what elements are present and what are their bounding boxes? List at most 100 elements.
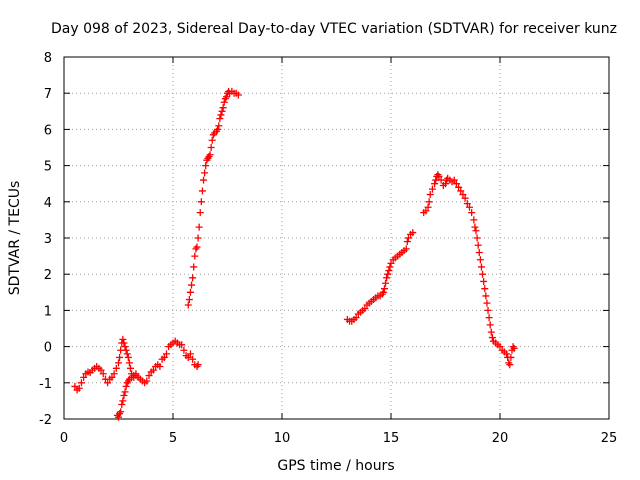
data-point-s1-32 bbox=[220, 98, 228, 106]
data-point-s2-66 bbox=[473, 234, 481, 242]
data-point-s1-4 bbox=[189, 274, 197, 282]
data-point-s0-70 bbox=[120, 391, 128, 399]
data-point-s1-14 bbox=[200, 176, 208, 184]
data-point-s2-78 bbox=[486, 321, 494, 329]
data-point-s0-3 bbox=[77, 379, 85, 387]
data-point-s1-13 bbox=[198, 187, 206, 195]
data-point-s2-84 bbox=[496, 343, 504, 351]
data-point-s0-24 bbox=[119, 335, 127, 343]
data-point-s2-63 bbox=[470, 216, 478, 224]
data-point-s2-65 bbox=[472, 227, 480, 235]
data-point-s0-27 bbox=[122, 346, 130, 354]
y-tick-label-3: 1 bbox=[44, 304, 52, 319]
data-point-s1-22 bbox=[208, 136, 216, 144]
data-point-s2-49 bbox=[442, 180, 449, 188]
data-point-s0-78 bbox=[132, 370, 140, 378]
data-point-s1-21 bbox=[207, 144, 215, 151]
data-point-s0-13 bbox=[99, 370, 107, 378]
data-point-s2-71 bbox=[479, 270, 487, 278]
data-point-s2-35 bbox=[409, 229, 417, 237]
data-point-s2-39 bbox=[425, 198, 433, 206]
data-point-s1-3 bbox=[188, 281, 196, 289]
y-tick-label-4: 2 bbox=[44, 268, 52, 283]
data-point-s0-56 bbox=[180, 346, 188, 354]
data-point-s1-15 bbox=[201, 169, 209, 177]
data-point-s2-18 bbox=[380, 285, 388, 293]
data-point-s0-19 bbox=[112, 364, 120, 372]
data-point-s0-31 bbox=[126, 364, 134, 372]
data-point-s0-45 bbox=[156, 363, 164, 371]
data-point-s0-69 bbox=[119, 397, 127, 405]
data-point-s1-1 bbox=[185, 296, 193, 304]
data-point-s2-37 bbox=[422, 207, 430, 215]
data-point-s1-2 bbox=[186, 288, 194, 296]
data-point-s2-58 bbox=[459, 191, 467, 199]
data-point-s1-10 bbox=[195, 223, 203, 231]
x-axis: 0 5 10 15 20 25 bbox=[60, 57, 617, 446]
data-point-s0-72 bbox=[122, 382, 130, 390]
y-tick-label-6: 4 bbox=[44, 196, 52, 211]
y-tick-label-1: -1 bbox=[39, 377, 52, 392]
data-point-s0-48 bbox=[162, 350, 170, 358]
data-point-s2-59 bbox=[461, 194, 469, 202]
data-point-s0-59 bbox=[186, 350, 194, 358]
data-point-s1-16 bbox=[202, 162, 210, 170]
data-point-s0-65 bbox=[115, 413, 122, 421]
data-point-s2-74 bbox=[482, 292, 490, 300]
data-point-s2-40 bbox=[426, 191, 434, 199]
data-point-s2-77 bbox=[485, 314, 493, 322]
data-point-s2-75 bbox=[483, 299, 491, 307]
data-point-s2-17 bbox=[379, 288, 387, 296]
data-point-s2-76 bbox=[484, 306, 492, 314]
data-point-s2-21 bbox=[384, 270, 392, 278]
data-point-s1-0 bbox=[184, 301, 192, 309]
data-point-s0-18 bbox=[110, 370, 118, 378]
data-point-s1-12 bbox=[197, 198, 205, 206]
data-point-s2-73 bbox=[481, 285, 489, 293]
data-point-s2-42 bbox=[431, 180, 439, 188]
data-point-s1-6 bbox=[191, 252, 199, 260]
data-point-s0-42 bbox=[149, 366, 157, 374]
data-point-s2-8 bbox=[361, 305, 369, 313]
data-point-s0-2 bbox=[75, 384, 83, 392]
data-point-s1-29 bbox=[217, 111, 225, 119]
data-point-s2-94 bbox=[510, 344, 518, 352]
x-tick-label-5: 25 bbox=[601, 431, 618, 446]
data-point-s0-26 bbox=[121, 343, 129, 351]
y-tick-label-10: 8 bbox=[44, 51, 52, 66]
data-point-s2-79 bbox=[487, 328, 495, 336]
data-point-s1-31 bbox=[219, 104, 227, 112]
data-point-s0-60 bbox=[189, 355, 197, 363]
data-points bbox=[71, 87, 518, 421]
data-point-s1-34 bbox=[222, 93, 230, 101]
data-point-s1-41 bbox=[234, 91, 242, 99]
data-point-s2-24 bbox=[387, 259, 395, 267]
data-point-s2-87 bbox=[503, 350, 511, 358]
data-point-s2-70 bbox=[477, 263, 485, 271]
data-point-s0-71 bbox=[121, 388, 129, 396]
data-point-s1-5 bbox=[190, 263, 198, 271]
data-point-s2-69 bbox=[476, 256, 484, 264]
data-point-s1-26 bbox=[214, 125, 222, 133]
data-point-s2-90 bbox=[506, 361, 514, 369]
data-point-s0-29 bbox=[124, 353, 132, 361]
y-tick-label-9: 7 bbox=[44, 87, 52, 102]
data-point-s2-64 bbox=[471, 223, 479, 231]
data-point-s2-72 bbox=[480, 277, 488, 285]
data-point-s2-38 bbox=[424, 203, 432, 211]
data-point-s2-57 bbox=[457, 187, 465, 195]
data-point-s0-68 bbox=[118, 401, 126, 409]
y-tick-label-7: 5 bbox=[44, 160, 52, 175]
data-point-s0-12 bbox=[97, 366, 105, 374]
y-tick-label-5: 3 bbox=[44, 232, 52, 247]
data-point-s1-28 bbox=[216, 115, 224, 123]
data-point-s0-25 bbox=[120, 339, 128, 347]
data-point-s2-23 bbox=[386, 263, 394, 271]
y-tick-label-0: -2 bbox=[39, 413, 52, 428]
data-point-s1-9 bbox=[194, 234, 202, 242]
data-point-s2-4 bbox=[352, 314, 360, 322]
y-tick-label-8: 6 bbox=[44, 123, 52, 138]
data-point-s0-67 bbox=[117, 408, 125, 416]
x-tick-label-0: 0 bbox=[60, 431, 68, 446]
data-point-s0-47 bbox=[160, 353, 168, 361]
